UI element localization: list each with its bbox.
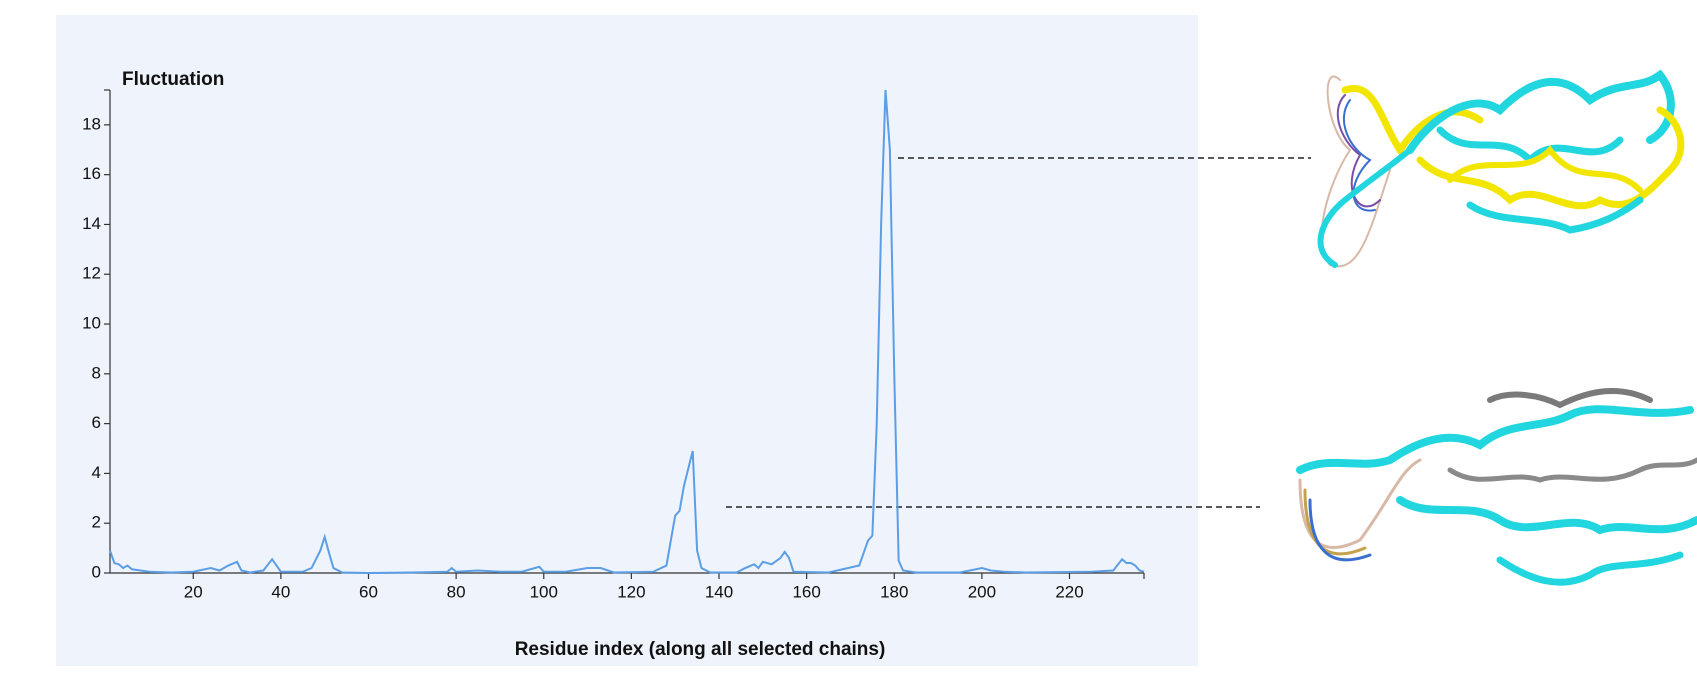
x-tick-label: 100 [530, 582, 558, 601]
x-tick-label: 60 [359, 582, 378, 601]
x-tick-label: 80 [447, 582, 466, 601]
x-tick-label: 180 [880, 582, 908, 601]
x-tick-label: 120 [617, 582, 645, 601]
page: {"chart_data": {"type": "line", "title":… [0, 0, 1697, 668]
y-tick-label: 10 [82, 314, 101, 333]
y-tick-label: 2 [92, 513, 101, 532]
y-tick-label: 12 [82, 264, 101, 283]
y-tick-label: 6 [92, 413, 101, 432]
protein-structure-bottom [1300, 391, 1697, 582]
x-tick-label: 200 [968, 582, 996, 601]
y-tick-label: 14 [82, 214, 101, 233]
x-tick-label: 220 [1055, 582, 1083, 601]
protein-structure-top [1321, 75, 1681, 266]
screenshot: Fluctuation Residue index (along all sel… [0, 0, 1697, 668]
y-tick-label: 18 [82, 114, 101, 133]
x-tick-label: 160 [792, 582, 820, 601]
chart-title: Fluctuation [122, 69, 224, 90]
y-tick-label: 0 [92, 562, 101, 581]
chart-panel [56, 15, 1198, 666]
x-tick-label: 20 [184, 582, 203, 601]
y-tick-label: 16 [82, 164, 101, 183]
x-tick-label: 140 [705, 582, 733, 601]
y-tick-label: 4 [92, 463, 101, 482]
x-tick-label: 40 [271, 582, 290, 601]
x-axis-label: Residue index (along all selected chains… [515, 639, 886, 660]
y-tick-label: 8 [92, 363, 101, 382]
